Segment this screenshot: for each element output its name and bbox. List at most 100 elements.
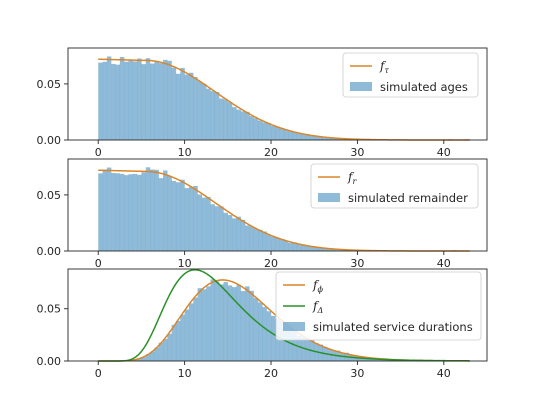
hist-bar [271, 126, 276, 140]
hist-bar [266, 234, 272, 251]
hist-bar [283, 129, 289, 140]
hist-bar [262, 122, 267, 140]
hist-bar [236, 109, 241, 140]
hist-bar [167, 60, 172, 140]
hist-bar [318, 247, 324, 251]
hist-bar [145, 354, 151, 361]
hist-bar [219, 98, 224, 140]
hist-bar [150, 63, 155, 140]
subplot-2: 0 10 20 30 40 0.00 0.05 fr simulated remainder [37, 158, 488, 270]
y-tick-label: 0.05 [37, 189, 62, 202]
hist-bar [150, 169, 155, 251]
hist-bar [240, 219, 246, 251]
legend-entry-label: fτ [379, 59, 389, 75]
hist-bar [141, 64, 146, 140]
hist-bar [314, 247, 319, 251]
hist-bar [188, 303, 194, 361]
hist-bar [253, 298, 259, 361]
hist-bar [145, 167, 151, 251]
hist-bar [227, 285, 233, 361]
hist-bar [223, 282, 228, 361]
hist-bar [206, 196, 211, 251]
hist-bar [219, 206, 224, 251]
hist-bar [219, 284, 224, 361]
hist-bar [236, 284, 241, 361]
hist-bar [119, 173, 125, 251]
hist-bar [331, 249, 336, 251]
axes-frame [67, 268, 488, 362]
hist-bar [128, 174, 133, 251]
hist-bar [258, 229, 263, 251]
hist-bar [98, 173, 103, 251]
hist-bar [175, 73, 181, 140]
hist-bar [240, 111, 246, 140]
legend: fr simulated remainder [310, 163, 479, 209]
hist-bar [141, 172, 146, 251]
hist-bar [258, 302, 263, 361]
hist-bar [180, 179, 185, 251]
hist-bar [184, 74, 190, 140]
hist-bar [322, 247, 328, 251]
hist-bar [158, 63, 164, 141]
hist-bar [253, 118, 259, 140]
hist-bar [258, 120, 263, 140]
hist-bar [271, 236, 276, 251]
hist-bar [137, 174, 142, 251]
histogram-bars [98, 56, 470, 141]
y-tick-label: 0.05 [37, 78, 62, 91]
hist-bar [154, 61, 159, 141]
hist-bar [124, 61, 129, 141]
hist-bar [292, 242, 298, 251]
hist-bar [180, 67, 185, 140]
hist-bar [210, 91, 216, 140]
hist-bar [106, 56, 112, 140]
hist-bar [210, 279, 216, 361]
legend-patch-swatch [350, 82, 372, 91]
hist-bar [245, 225, 250, 251]
hist-bar [327, 248, 332, 251]
hist-bar [163, 170, 168, 251]
legend: fτ simulated ages [342, 52, 479, 98]
hist-bar [106, 167, 112, 251]
hist-bar [171, 67, 177, 140]
hist-bar [111, 172, 116, 251]
hist-bar [292, 132, 298, 140]
hist-bar [262, 231, 267, 251]
hist-bar [366, 357, 371, 361]
hist-bar [119, 56, 125, 141]
hist-bar [305, 134, 311, 140]
hist-bar [167, 175, 172, 251]
hist-bar [102, 61, 108, 140]
y-tick-label: 0.00 [37, 134, 62, 147]
hist-bar [279, 238, 285, 251]
hist-bar [197, 81, 203, 140]
legend-frame [310, 163, 479, 209]
x-tick-label: 30 [350, 367, 364, 380]
hist-bar [296, 243, 302, 251]
hist-bar [145, 58, 151, 140]
hist-bar [283, 240, 289, 251]
legend-entry-label: simulated service durations [313, 320, 473, 334]
x-tick-label: 30 [350, 146, 364, 159]
histogram-bars [98, 167, 470, 251]
hist-bar [236, 216, 241, 251]
hist-bar [214, 281, 220, 361]
y-tick-label: 0.00 [37, 355, 62, 368]
x-tick-label: 20 [264, 146, 278, 159]
hist-bar [288, 243, 293, 251]
hist-bar [175, 320, 181, 361]
hist-bar [214, 206, 220, 251]
hist-bar [98, 62, 103, 141]
hist-bar [197, 288, 203, 361]
hist-bar [163, 59, 168, 140]
hist-bar [141, 357, 146, 361]
hist-bar [245, 111, 250, 140]
hist-bar [275, 237, 280, 251]
hist-bar [115, 173, 120, 251]
hist-bar [201, 197, 207, 251]
hist-bar [201, 83, 207, 140]
hist-bar [262, 307, 267, 361]
axes-frame [67, 158, 488, 252]
hist-bar [227, 102, 233, 140]
hist-bar [102, 169, 108, 251]
